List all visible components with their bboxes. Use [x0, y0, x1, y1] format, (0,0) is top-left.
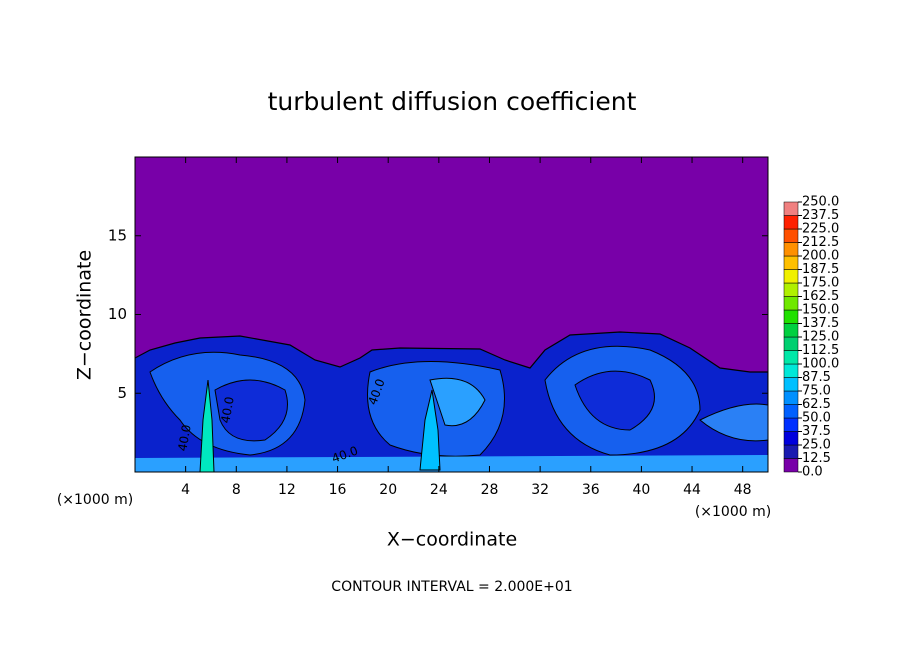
x-tick-label: 16 [329, 482, 347, 498]
colorbar-band [783, 444, 799, 459]
colorbar-band [783, 296, 799, 311]
x-tick-label: 8 [232, 482, 241, 498]
colorbar-band [783, 350, 799, 365]
x-tick-label: 28 [481, 482, 499, 498]
colorbar-label: 187.5 [802, 262, 839, 277]
x-tick-label: 4 [181, 482, 190, 498]
colorbar-label: 0.0 [802, 465, 823, 480]
footnote: CONTOUR INTERVAL = 2.000E+01 [331, 579, 572, 595]
x-tick-label: 36 [582, 482, 600, 498]
colorbar-band [783, 377, 799, 392]
x-tick-label: 44 [683, 482, 701, 498]
field [135, 157, 768, 472]
contour-label: 40.0 [218, 396, 236, 425]
colorbar-label: 162.5 [802, 289, 839, 304]
x-tick-label: 20 [379, 482, 397, 498]
colorbar-band [783, 336, 799, 351]
y-tick-label: 10 [108, 305, 127, 323]
colorbar-label: 237.5 [802, 208, 839, 223]
y-axis-label: Z−coordinate [74, 250, 96, 380]
x-tick-label: 48 [734, 482, 752, 498]
colorbar-label: 12.5 [802, 451, 831, 466]
x-unit: (×1000 m) [695, 504, 771, 520]
colorbar-band [783, 458, 799, 473]
colorbar-label: 62.5 [802, 397, 831, 412]
colorbar-band [783, 363, 799, 378]
x-tick-label: 40 [632, 482, 650, 498]
x-tick-label: 32 [531, 482, 549, 498]
field-region [135, 455, 768, 472]
colorbar-band [783, 255, 799, 270]
x-unit: (×1000 m) [57, 492, 133, 508]
colorbar-label: 175.0 [802, 276, 839, 291]
colorbar-label: 100.0 [802, 357, 839, 372]
chart-title: turbulent diffusion coefficient [268, 87, 637, 116]
field-region [574, 370, 655, 431]
colorbar-band [783, 323, 799, 338]
colorbar-band [783, 390, 799, 405]
colorbar-label: 87.5 [802, 370, 831, 385]
contour-label: 40.0 [175, 424, 193, 453]
colorbar-band [783, 242, 799, 257]
colorbar-band [783, 404, 799, 419]
colorbar-band [783, 309, 799, 324]
colorbar-label: 150.0 [802, 303, 839, 318]
field-region [699, 403, 768, 442]
colorbar-label: 112.5 [802, 343, 839, 358]
y-tick-label: 15 [108, 226, 127, 244]
colorbar-label: 225.0 [802, 222, 839, 237]
colorbar-band [783, 228, 799, 243]
x-axis-label: X−coordinate [387, 529, 517, 551]
colorbar-label: 75.0 [802, 384, 831, 399]
y-tick-label: 5 [117, 384, 127, 402]
colorbar-band [783, 269, 799, 284]
field-region [429, 377, 486, 427]
field-region [199, 379, 215, 472]
colorbar-band [783, 431, 799, 446]
colorbar-label: 212.5 [802, 235, 839, 250]
colorbar-label: 137.5 [802, 316, 839, 331]
colorbar-label: 50.0 [802, 411, 831, 426]
colorbar-band [783, 201, 799, 216]
colorbar-label: 125.0 [802, 330, 839, 345]
field-region [419, 389, 441, 471]
colorbar-band [783, 417, 799, 432]
colorbar-label: 250.0 [802, 195, 839, 210]
colorbar-label: 25.0 [802, 438, 831, 453]
colorbar-band [783, 282, 799, 297]
colorbar-band [783, 215, 799, 230]
colorbar-label: 37.5 [802, 424, 831, 439]
field-region [214, 379, 288, 442]
x-tick-label: 12 [278, 482, 296, 498]
x-tick-label: 24 [430, 482, 448, 498]
colorbar-label: 200.0 [802, 249, 839, 264]
